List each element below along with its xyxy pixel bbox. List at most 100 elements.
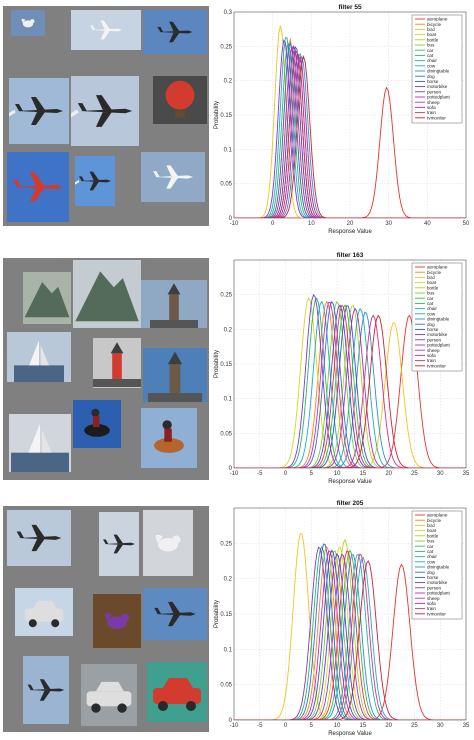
image-thumbnail bbox=[23, 272, 71, 324]
legend-entry: chair bbox=[427, 306, 437, 311]
series-line-tvmonitor bbox=[234, 314, 466, 468]
image-thumbnail bbox=[143, 510, 193, 576]
series-line-aeroplane bbox=[234, 314, 466, 468]
y-tick-label: 0.2 bbox=[224, 577, 233, 583]
legend-entry: bird bbox=[427, 275, 435, 280]
y-tick-label: 0.2 bbox=[224, 327, 233, 333]
y-axis-label: Probability bbox=[214, 350, 220, 378]
legend-entry: car bbox=[427, 48, 434, 53]
image-thumbnail bbox=[93, 594, 141, 648]
y-tick-label: 0.05 bbox=[220, 431, 232, 437]
balloon-icon bbox=[165, 80, 195, 118]
legend-entry: motorbike bbox=[427, 332, 448, 337]
x-tick-label: 20 bbox=[347, 221, 354, 227]
legend bbox=[411, 262, 463, 372]
legend-entry: cow bbox=[427, 559, 436, 564]
series-line-sheep bbox=[234, 301, 466, 468]
legend-entry: sofa bbox=[427, 105, 436, 110]
chart-3: -10 -5 0 5 10 15 20 25 30 35 0 0.05 0.1 0.15 0.2 0.25 fi… bbox=[214, 500, 470, 737]
series-line-pottedplant bbox=[234, 553, 466, 720]
x-tick-label: 30 bbox=[437, 723, 444, 729]
image-thumbnail bbox=[9, 78, 69, 144]
image-thumbnail bbox=[153, 76, 207, 124]
legend-entry: bicycle bbox=[427, 270, 441, 275]
x-tick-label: 30 bbox=[385, 221, 392, 227]
series-line-motorbike bbox=[234, 304, 466, 468]
legend-entry: diningtable bbox=[427, 69, 450, 74]
series-line-dog bbox=[234, 543, 466, 720]
legend-entry: aeroplane bbox=[427, 17, 448, 22]
y-tick-label: 0.05 bbox=[220, 683, 232, 689]
x-tick-label: 15 bbox=[360, 723, 367, 729]
y-tick-label: 0.05 bbox=[220, 182, 232, 188]
series-line-train bbox=[234, 304, 466, 468]
legend-entry: bottle bbox=[427, 37, 439, 42]
image-thumbnail bbox=[141, 280, 207, 328]
legend-entry: tvmonitor bbox=[427, 363, 446, 368]
plane-sky-icon bbox=[154, 601, 196, 627]
panel-row-2: -10 -5 0 5 10 15 20 25 30 35 0 0.05 0.1 0.15 0.2 0.25 fi… bbox=[0, 248, 474, 488]
jet-low-icon bbox=[27, 679, 65, 701]
lighthouse-icon bbox=[93, 342, 141, 387]
image-thumbnail bbox=[143, 588, 207, 640]
legend-entry: diningtable bbox=[427, 317, 450, 322]
red-plane-icon bbox=[13, 172, 63, 202]
legend-entry: dog bbox=[427, 570, 435, 575]
legend-entry: cat bbox=[427, 53, 434, 58]
image-thumbnail bbox=[7, 332, 71, 382]
dome-icon bbox=[148, 351, 202, 402]
y-tick-label: 0 bbox=[229, 466, 233, 472]
image-thumbnail bbox=[7, 510, 71, 566]
legend-entry: train bbox=[427, 110, 436, 115]
y-tick-label: 0.15 bbox=[220, 612, 232, 618]
x-tick-label: -10 bbox=[230, 723, 239, 729]
jet-nose-icon bbox=[103, 534, 135, 554]
legend-entry: bird bbox=[427, 27, 435, 32]
x-tick-label: 15 bbox=[360, 471, 367, 477]
seagull-icon bbox=[21, 18, 35, 28]
legend-entry: sheep bbox=[427, 100, 440, 105]
legend-entry: bottle bbox=[427, 533, 439, 538]
legend-entry: aeroplane bbox=[427, 513, 448, 518]
legend-entry: person bbox=[427, 585, 441, 590]
image-thumbnail bbox=[73, 400, 121, 448]
legend-entry: cat bbox=[427, 549, 434, 554]
x-tick-label: -5 bbox=[257, 471, 263, 477]
image-thumbnail bbox=[143, 10, 207, 54]
series-line-person bbox=[234, 293, 466, 468]
series-line-dog bbox=[234, 41, 466, 218]
legend-entry: sheep bbox=[427, 348, 440, 353]
red-car-icon bbox=[153, 678, 201, 711]
legend-entry: dog bbox=[427, 322, 435, 327]
x-tick-label: 10 bbox=[308, 221, 315, 227]
car-front-icon bbox=[24, 600, 64, 628]
x-tick-label: 50 bbox=[463, 221, 470, 227]
x-tick-label: 25 bbox=[411, 723, 418, 729]
series-line-bicycle bbox=[234, 300, 466, 468]
legend bbox=[411, 510, 463, 620]
series-line-train bbox=[234, 550, 466, 720]
series-line-pottedplant bbox=[234, 307, 466, 468]
y-tick-label: 0 bbox=[229, 718, 233, 724]
panel-row-1: -10 0 10 20 30 40 50 0 0.05 0.1 0.15 0.2 0.25 0.3 filt… bbox=[0, 0, 474, 240]
x-axis-label: Response Value bbox=[328, 479, 372, 485]
y-tick-label: 0.15 bbox=[220, 362, 232, 368]
x-tick-label: -5 bbox=[257, 723, 263, 729]
legend-entry: boat bbox=[427, 528, 437, 533]
series-line-bus bbox=[234, 300, 466, 468]
legend-entry: cat bbox=[427, 301, 434, 306]
image-thumbnail bbox=[15, 588, 73, 636]
image-thumbnail bbox=[143, 348, 207, 402]
legend-entry: car bbox=[427, 544, 434, 549]
series-line-bicycle bbox=[234, 545, 466, 720]
image-thumbnail bbox=[141, 408, 197, 468]
series-line-bus bbox=[234, 550, 466, 720]
airliner-underside-icon bbox=[153, 165, 193, 189]
chart-title: filter 163 bbox=[337, 252, 364, 259]
airshow-jet-icon bbox=[9, 97, 63, 125]
image-thumbnail bbox=[93, 338, 141, 388]
legend-entry: motorbike bbox=[427, 580, 448, 585]
mountain-icon bbox=[24, 282, 70, 318]
purple-bird-icon bbox=[105, 613, 129, 629]
airliner-icon bbox=[90, 20, 122, 40]
